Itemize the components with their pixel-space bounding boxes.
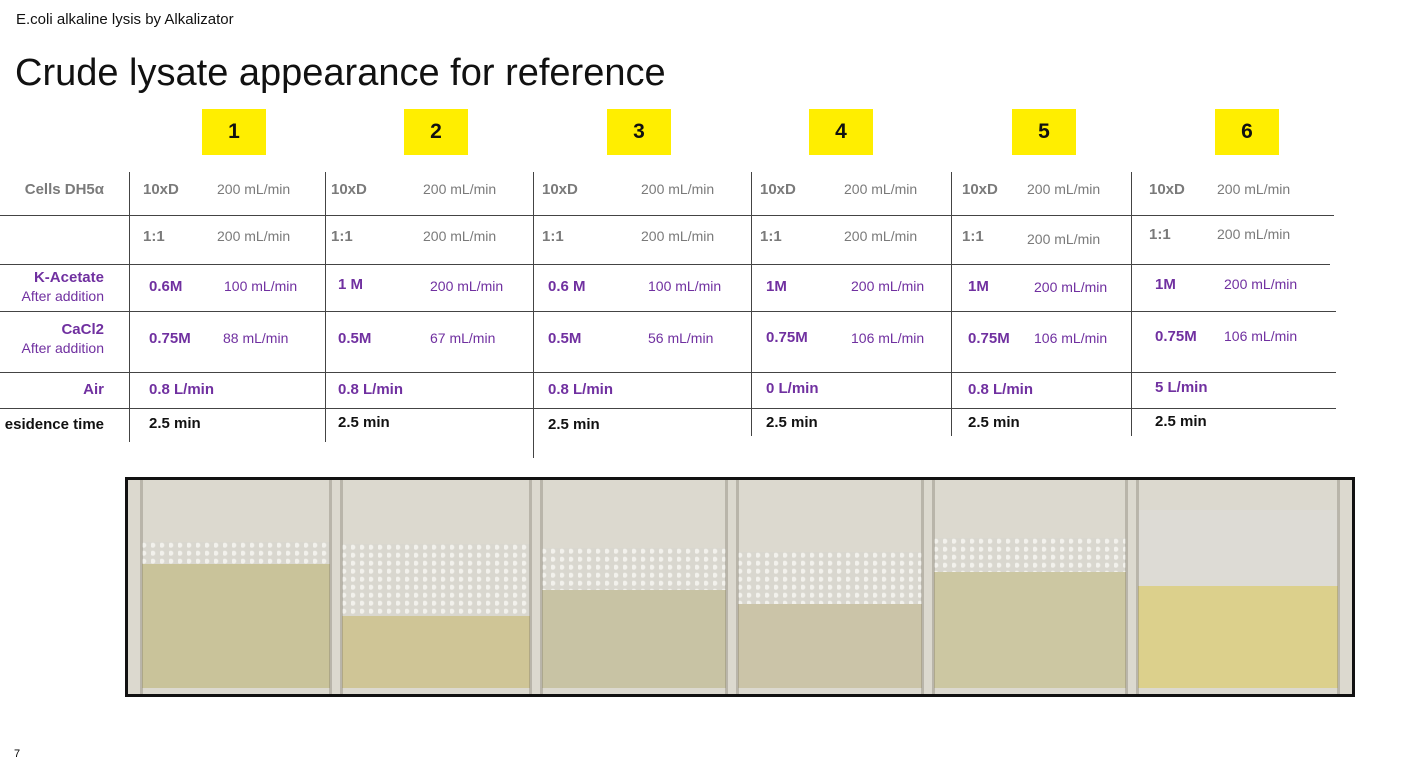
cell-c1-cells-rate: 200 mL/min	[217, 181, 291, 197]
bottle-5	[928, 480, 1132, 694]
cell-c1-residence: 2.5 min	[149, 415, 201, 432]
cell-c4-ca-rate: 106 mL/min	[851, 330, 925, 346]
row-label-air: Air	[83, 381, 104, 398]
cell-c2-kac-rate: 200 mL/min	[430, 278, 504, 294]
cell-c5-cells-rate: 200 mL/min	[1027, 181, 1101, 197]
cell-c3-cells-value: 10xD	[542, 181, 578, 198]
cell-c6-ca-value: 0.75M	[1155, 328, 1197, 345]
cell-c3-kac-rate: 100 mL/min	[648, 278, 722, 294]
cell-c5-ca-value: 0.75M	[968, 330, 1010, 347]
cell-c3-residence: 2.5 min	[548, 416, 600, 433]
column-badge-6: 6	[1215, 109, 1279, 155]
cell-c3-air: 0.8 L/min	[548, 381, 614, 398]
cell-c4-ratio-rate: 200 mL/min	[844, 228, 918, 244]
cell-c4-kac-value: 1M	[766, 278, 787, 295]
cell-c5-kac-rate: 200 mL/min	[1034, 279, 1108, 295]
bottle-6	[1132, 480, 1344, 694]
cell-c6-ratio-value: 1:1	[1149, 226, 1171, 243]
cell-c3-ratio-rate: 200 mL/min	[641, 228, 715, 244]
row-label-residence: esidence time	[4, 416, 104, 433]
bottle-3	[536, 480, 732, 694]
row-label-cacl2-main: CaCl2	[61, 321, 104, 338]
cell-c1-ca-value: 0.75M	[149, 330, 191, 347]
row-label-katoac-main: K-Acetate	[33, 269, 104, 286]
cell-c6-residence: 2.5 min	[1155, 413, 1207, 430]
cell-c6-cells-rate: 200 mL/min	[1217, 181, 1291, 197]
cell-c2-cells-value: 10xD	[331, 181, 367, 198]
slide-subtitle: E.coli alkaline lysis by Alkalizator	[16, 11, 234, 28]
column-badge-5: 5	[1012, 109, 1076, 155]
cell-c1-ratio-value: 1:1	[143, 228, 165, 245]
row-label-cacl2: CaCl2 After addition	[22, 321, 105, 357]
column-badge-2: 2	[404, 109, 468, 155]
cell-c4-ca-value: 0.75M	[766, 329, 808, 346]
lysate-bottles-photo	[125, 477, 1355, 697]
cell-c5-ratio-rate: 200 mL/min	[1027, 231, 1101, 247]
cell-c5-kac-value: 1M	[968, 278, 989, 295]
cell-c4-residence: 2.5 min	[766, 414, 818, 431]
cell-c2-air: 0.8 L/min	[338, 381, 404, 398]
row-label-katoac: K-Acetate After addition	[22, 269, 105, 305]
cell-c3-kac-value: 0.6 M	[548, 278, 586, 295]
cell-c3-ca-rate: 56 mL/min	[648, 330, 714, 346]
cell-c6-air: 5 L/min	[1155, 379, 1208, 396]
cell-c3-ratio-value: 1:1	[542, 228, 564, 245]
cell-c2-ca-value: 0.5M	[338, 330, 372, 347]
cell-c2-ratio-value: 1:1	[331, 228, 353, 245]
cell-c1-cells-value: 10xD	[143, 181, 179, 198]
cell-c1-ca-rate: 88 mL/min	[223, 330, 289, 346]
cell-c2-ratio-rate: 200 mL/min	[423, 228, 497, 244]
page-number: 7	[14, 748, 21, 760]
cell-c3-cells-rate: 200 mL/min	[641, 181, 715, 197]
cell-c4-ratio-value: 1:1	[760, 228, 782, 245]
cell-c6-cells-value: 10xD	[1149, 181, 1185, 198]
cell-c3-ca-value: 0.5M	[548, 330, 582, 347]
cell-c5-ca-rate: 106 mL/min	[1034, 330, 1108, 346]
row-label-cells: Cells DH5α	[24, 181, 104, 198]
column-badge-1: 1	[202, 109, 266, 155]
cell-c6-kac-rate: 200 mL/min	[1224, 276, 1298, 292]
cell-c1-air: 0.8 L/min	[149, 381, 215, 398]
cell-c2-kac-value: 1 M	[338, 276, 364, 293]
column-badge-3: 3	[607, 109, 671, 155]
cell-c1-kac-value: 0.6M	[149, 278, 183, 295]
cell-c5-air: 0.8 L/min	[968, 381, 1034, 398]
cell-c6-ratio-rate: 200 mL/min	[1217, 226, 1291, 242]
cell-c6-ca-rate: 106 mL/min	[1224, 328, 1298, 344]
bottle-2	[336, 480, 536, 694]
cell-c4-kac-rate: 200 mL/min	[851, 278, 925, 294]
cell-c1-kac-rate: 100 mL/min	[224, 278, 298, 294]
bottle-1	[136, 480, 336, 694]
cell-c2-residence: 2.5 min	[338, 414, 390, 431]
column-badge-4: 4	[809, 109, 873, 155]
cell-c5-residence: 2.5 min	[968, 414, 1020, 431]
bottle-4	[732, 480, 928, 694]
row-label-katoac-sub: After addition	[21, 288, 105, 304]
cell-c6-kac-value: 1M	[1155, 276, 1176, 293]
cell-c1-ratio-rate: 200 mL/min	[217, 228, 291, 244]
cell-c5-ratio-value: 1:1	[962, 228, 984, 245]
cell-c4-air: 0 L/min	[766, 380, 819, 397]
row-label-cacl2-sub: After addition	[21, 340, 105, 356]
cell-c5-cells-value: 10xD	[962, 181, 998, 198]
cell-c4-cells-rate: 200 mL/min	[844, 181, 918, 197]
slide-title: Crude lysate appearance for reference	[15, 52, 666, 94]
cell-c2-cells-rate: 200 mL/min	[423, 181, 497, 197]
cell-c4-cells-value: 10xD	[760, 181, 796, 198]
cell-c2-ca-rate: 67 mL/min	[430, 330, 496, 346]
